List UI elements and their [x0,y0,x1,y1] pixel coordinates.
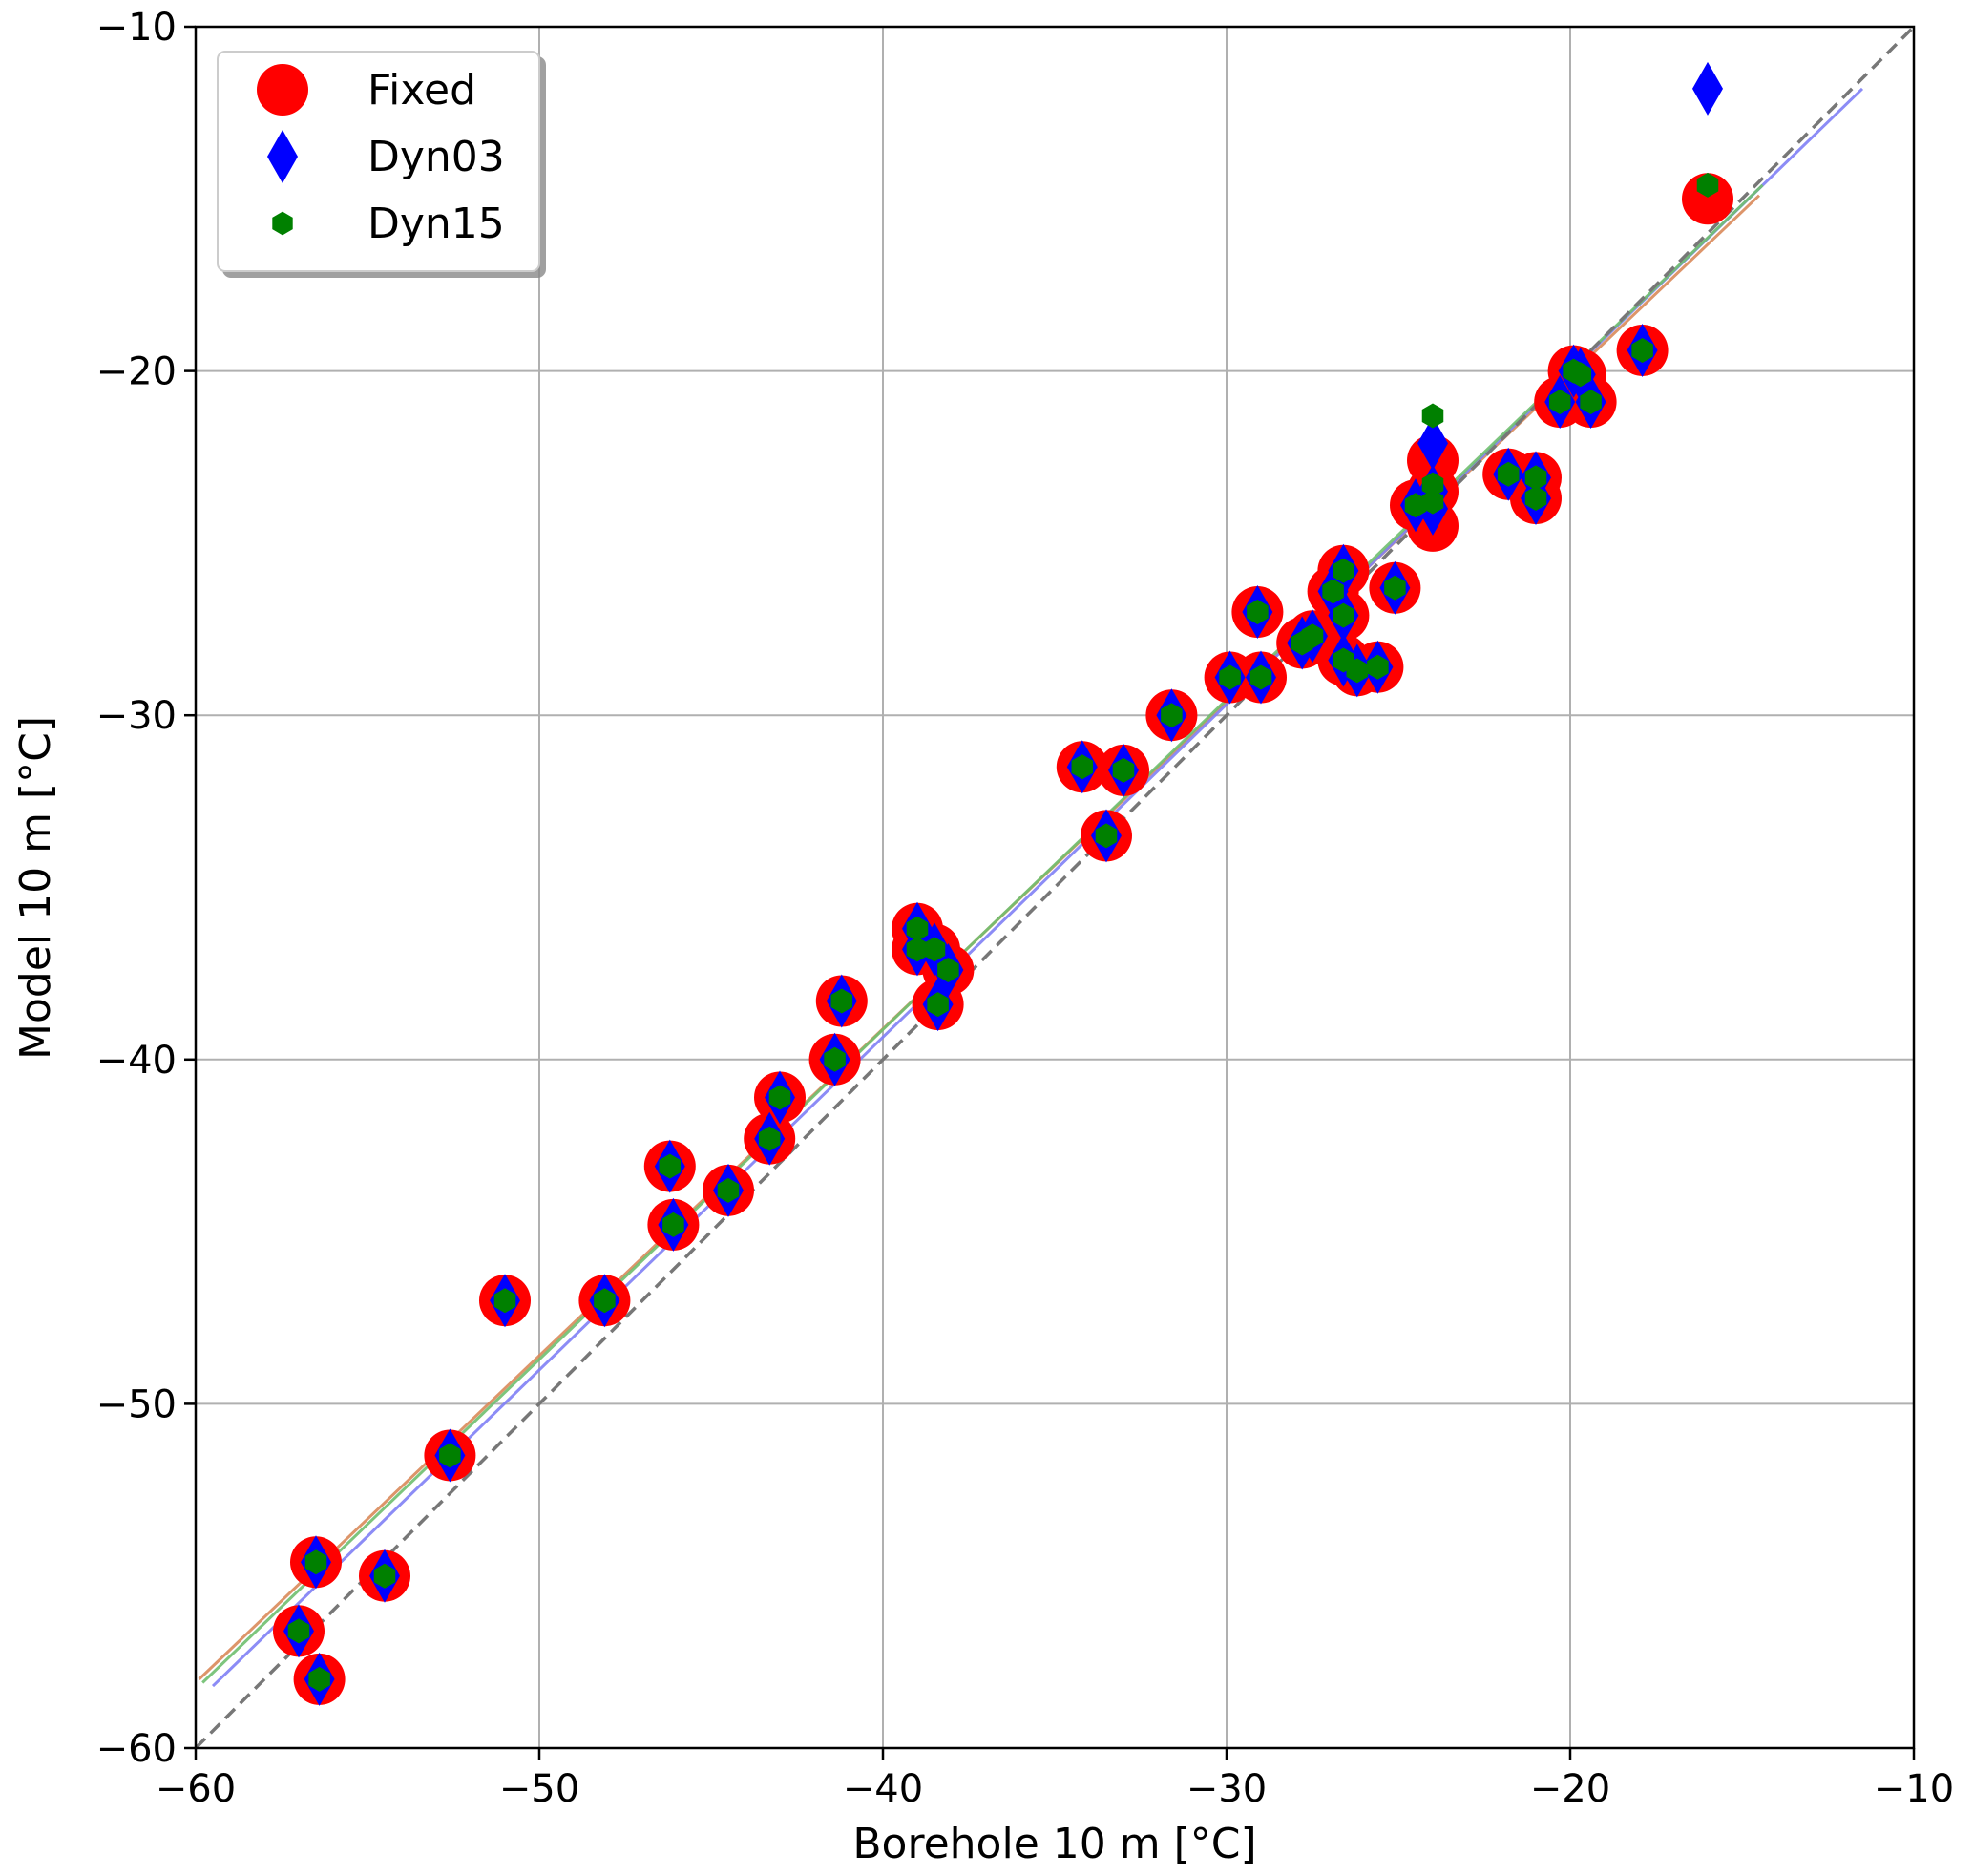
legend-marker-dyn15 [272,211,293,236]
y-axis-label: Model 10 m [°C] [11,716,60,1060]
dyn15-point-37 [1421,472,1444,497]
dyn15-point-1 [308,1666,330,1692]
legend: Fixed Dyn03 Dyn15 [217,51,540,272]
x-tick-label-3: −30 [1186,1767,1267,1811]
dyn15-point-9 [717,1177,740,1203]
y-tick-label-0: −60 [96,1727,177,1771]
dyn15-point-46 [1631,337,1653,363]
dyn15-point-35 [1404,493,1427,518]
data-points [273,61,1733,1706]
dyn15-point-23 [1219,664,1241,690]
dyn15-point-11 [768,1085,791,1110]
dyn15-point-40 [1524,465,1547,491]
dyn15-point-15 [906,937,929,962]
dyn15-point-39 [1497,461,1520,487]
dyn15-point-41 [1524,486,1547,512]
dyn15-point-14 [906,916,929,941]
y-tick-label-5: −10 [96,6,177,50]
dyn15-point-22 [1161,703,1183,728]
dyn15-point-30 [1333,602,1354,628]
x-tick-label-1: −50 [499,1767,579,1811]
dyn15-point-44 [1569,362,1592,388]
dyn15-point-7 [659,1153,682,1179]
dyn15-point-34 [1384,575,1406,601]
dyn15-point-28 [1322,579,1344,604]
dyn15-point-27 [1301,623,1324,649]
dyn15-point-4 [439,1443,461,1468]
series-dyn15 [287,172,1719,1692]
y-tick-label-3: −30 [96,694,177,738]
y-tick-label-4: −20 [96,350,177,394]
dyn15-point-19 [1071,754,1094,780]
legend-label-dyn03: Dyn03 [367,133,505,181]
legend-marker-fixed [257,64,308,116]
dyn15-point-20 [1112,757,1135,783]
dyn15-point-16 [923,937,946,962]
dyn15-point-6 [594,1288,616,1314]
dyn03-point-36 [1417,416,1448,471]
legend-marker-dyn03 [267,130,298,183]
dyn15-point-5 [493,1288,516,1314]
dyn15-point-12 [824,1046,846,1072]
x-axis-label: Borehole 10 m [°C] [852,1820,1256,1868]
dyn15-point-38 [1421,489,1444,515]
dyn15-point-10 [758,1126,781,1151]
fixed-point-47 [1682,173,1733,225]
y-tick-label-2: −40 [96,1039,177,1083]
y-tick-label-1: −50 [96,1382,177,1426]
dyn15-point-13 [830,988,853,1014]
dyn15-point-36 [1421,403,1444,429]
dyn15-point-33 [1367,654,1389,680]
dyn15-point-25 [1249,664,1272,690]
dyn15-point-42 [1548,390,1571,415]
dyn15-point-21 [1095,823,1118,849]
dyn15-point-29 [1333,558,1354,583]
axis-ticks: −60 −50 −40 −30 −20 −10 −60 −50 −40 −30 −20 −10 [96,6,1955,1811]
legend-label-dyn15: Dyn15 [367,200,505,248]
legend-label-fixed: Fixed [367,66,476,115]
dyn15-point-45 [1580,390,1602,415]
dyn15-point-17 [927,992,949,1018]
dyn15-point-3 [373,1563,396,1589]
dyn15-point-0 [287,1618,310,1644]
dyn03-point-47 [1692,61,1723,116]
one-to-one-line [196,27,1914,1748]
x-tick-label-5: −10 [1874,1767,1954,1811]
dyn15-point-2 [304,1549,327,1575]
dyn15-point-47 [1696,172,1719,198]
dyn15-point-32 [1346,658,1369,684]
dyn15-point-24 [1247,600,1269,625]
x-tick-label-0: −60 [156,1767,236,1811]
dyn15-point-8 [662,1212,684,1237]
dyn15-point-18 [937,958,959,983]
x-tick-label-2: −40 [843,1767,923,1811]
plot-frame [194,25,1916,1750]
x-tick-label-4: −20 [1530,1767,1610,1811]
